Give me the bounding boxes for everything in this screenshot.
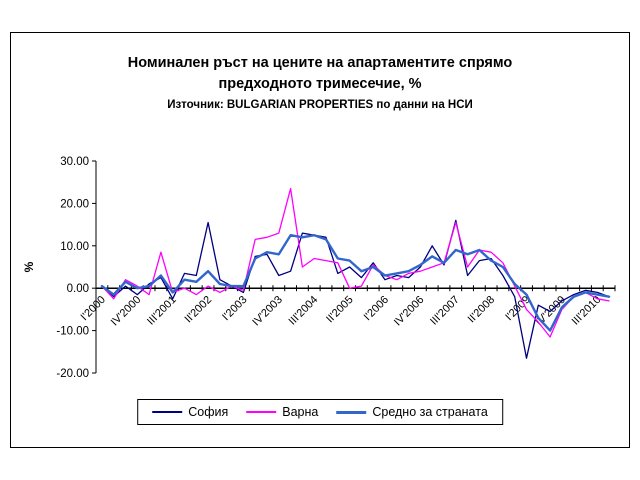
y-tick-label: -10.00 [56,326,89,338]
y-tick-label: 0.00 [67,283,89,295]
x-tick-label: II'2005 [324,294,356,326]
x-tick-label: I'2006 [362,294,391,323]
legend-item-2: Средно за страната [336,405,488,419]
legend-item-1: Варна [246,405,318,419]
y-tick-label: 10.00 [60,241,89,253]
x-tick-label: I'2003 [220,294,249,323]
y-tick-label: 20.00 [60,198,89,210]
series-line-0 [101,219,610,359]
chart-header: Номинален ръст на цените на апартаментит… [11,33,629,111]
line-chart: 30.00 20.00 10.00 0.00 -10.00 -20.00% I'2000 IV… [22,156,616,380]
legend-line-sample [152,411,183,413]
series-line-2 [100,233,611,332]
x-tick-label: IV'2003 [250,294,285,329]
x-tick-label: I'2000 [79,294,108,323]
legend-label: Варна [282,405,319,419]
legend-line-sample [336,410,367,414]
chart-subtitle: Източник: BULGARIAN PROPERTIES по данни … [167,99,473,112]
x-tick-label: II'2002 [183,294,215,326]
y-axis-title: % [22,261,36,272]
y-tick-label: 30.00 [60,156,89,168]
x-tick-label: II'2008 [466,294,498,326]
legend-label: София [188,405,229,419]
legend-label: Средно за страната [372,405,488,419]
legend: София Варна Средно за страната [137,399,503,425]
legend-item-0: София [152,405,228,419]
y-tick-label: -20.00 [56,368,89,380]
chart-title-line1: Номинален ръст на цените на апартаментит… [127,55,513,71]
legend-line-sample [246,411,277,413]
x-tick-label: III'2004 [287,294,321,328]
x-tick-label: III'2001 [145,294,179,328]
series-line-1 [101,187,610,338]
x-tick-label: IV'2006 [392,294,427,329]
chart-title-line2: предходното тримесечие, % [218,76,422,93]
chart-frame: Номинален ръст на цените на апартаментит… [10,32,630,448]
x-tick-label: III'2007 [428,294,462,328]
